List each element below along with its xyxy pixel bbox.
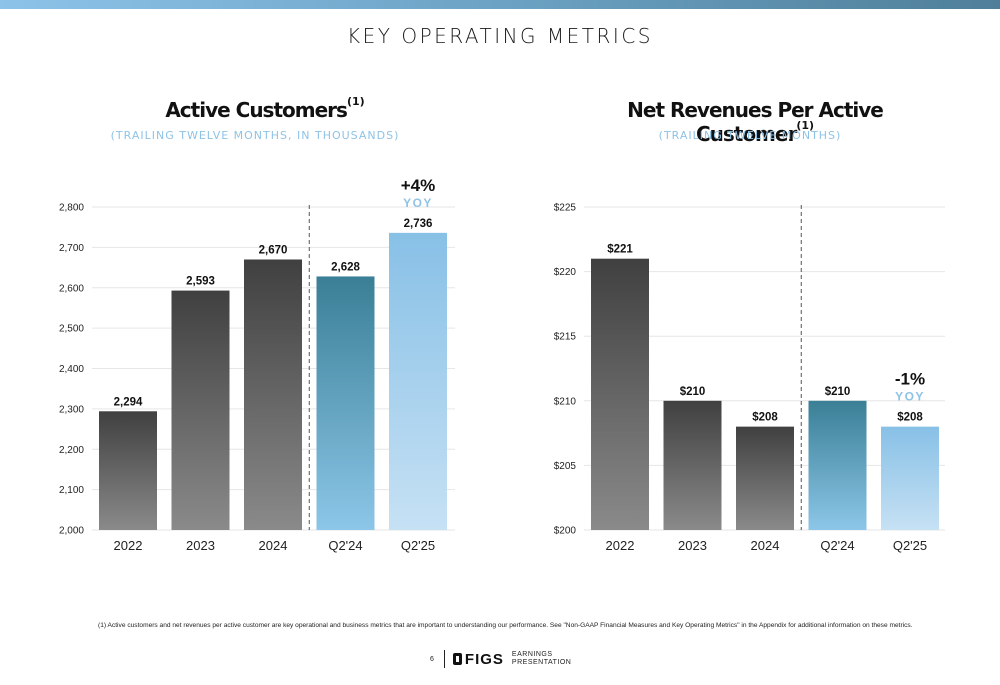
bar-value-label: $221	[607, 244, 633, 256]
x-category-label: Q2'24	[820, 538, 854, 553]
x-category-label: 2024	[751, 538, 780, 553]
x-category-label: Q2'24	[328, 538, 362, 553]
bar-q2-24	[808, 400, 867, 530]
deck-name: EARNINGS PRESENTATION	[512, 651, 571, 667]
brand-name: FIGS	[464, 650, 504, 668]
bar-value-label: 2,736	[404, 218, 433, 230]
bar-value-label: 2,593	[186, 276, 215, 288]
y-tick-label: $200	[554, 526, 577, 537]
y-tick-label: $220	[554, 267, 577, 278]
yoy-change-value: -1%	[895, 370, 925, 389]
deck-line-1: EARNINGS	[511, 651, 553, 658]
x-category-label: 2023	[678, 538, 707, 553]
page-title: KEY OPERATING METRICS	[347, 24, 653, 48]
bar-q2-25	[881, 426, 939, 530]
y-tick-label: $205	[554, 461, 577, 472]
y-tick-label: 2,800	[59, 203, 84, 214]
x-category-label: 2023	[186, 538, 215, 553]
bar-value-label: $208	[897, 412, 923, 424]
y-tick-label: 2,400	[59, 364, 84, 375]
deck-line-2: PRESENTATION	[511, 659, 572, 666]
y-tick-label: $210	[554, 396, 577, 407]
y-tick-label: 2,500	[59, 324, 84, 335]
chart-subtitle-active-customers: (TRAILING TWELVE MONTHS, IN THOUSANDS)	[110, 129, 400, 142]
x-category-label: Q2'25	[893, 538, 927, 553]
chart-title-text: Active Customers	[165, 98, 348, 122]
bar-q2-24	[316, 276, 375, 530]
top-accent-bar	[0, 0, 1000, 9]
chart-title-active-customers: Active Customers(1)	[150, 95, 380, 122]
bar-value-label: $210	[680, 386, 706, 398]
yoy-change-value: +4%	[401, 176, 436, 195]
bar-value-label: 2,294	[114, 396, 143, 408]
y-tick-label: $215	[554, 332, 577, 343]
chart-title-text: Net Revenues Per Active Customer	[627, 98, 884, 146]
yoy-label: YOY	[403, 196, 433, 210]
chart-title-footnote-ref: (1)	[346, 95, 365, 109]
x-category-label: Q2'25	[401, 538, 435, 553]
x-category-label: 2024	[259, 538, 288, 553]
y-tick-label: 2,700	[59, 243, 84, 254]
x-category-label: 2022	[606, 538, 635, 553]
footer-divider	[443, 650, 445, 668]
y-tick-label: $225	[554, 203, 577, 214]
chart-title-net-revenues: Net Revenues Per Active Customer(1)	[580, 98, 930, 146]
y-tick-label: 2,300	[59, 404, 84, 415]
net-revenues-per-customer-chart: $200 $205 $210 $215 $220 $225 $221 2022 $210 2023…	[554, 203, 945, 553]
chart-subtitle-net-revenues: (TRAILING TWELVE MONTHS)	[658, 129, 842, 142]
x-category-label: 2022	[114, 538, 143, 553]
bar-2022	[99, 411, 157, 530]
bar-value-label: $208	[752, 412, 778, 424]
yoy-label: YOY	[895, 390, 925, 404]
bar-value-label: 2,670	[259, 244, 288, 256]
y-tick-label: 2,000	[59, 526, 84, 537]
y-tick-label: 2,100	[59, 485, 84, 496]
y-tick-label: 2,200	[59, 445, 84, 456]
active-customers-chart: 2,000 2,100 2,200 2,300 2,400 2,500 2,600 2,700…	[59, 176, 455, 553]
y-tick-label: 2,600	[59, 283, 84, 294]
figs-logo-icon	[452, 653, 462, 665]
chart-title-footnote-ref: (1)	[796, 119, 815, 133]
bar-2024	[244, 259, 302, 530]
page-number: 6	[430, 655, 434, 663]
footer: 6 FIGS EARNINGS PRESENTATION	[430, 648, 571, 670]
bar-2022	[591, 258, 649, 530]
bar-2023	[663, 400, 722, 530]
bar-2023	[171, 290, 230, 530]
footnote: (1) Active customers and net revenues pe…	[98, 622, 913, 629]
bar-q2-25	[389, 232, 447, 530]
bar-2024	[736, 426, 794, 530]
bar-value-label: 2,628	[331, 261, 360, 273]
bar-value-label: $210	[825, 386, 851, 398]
